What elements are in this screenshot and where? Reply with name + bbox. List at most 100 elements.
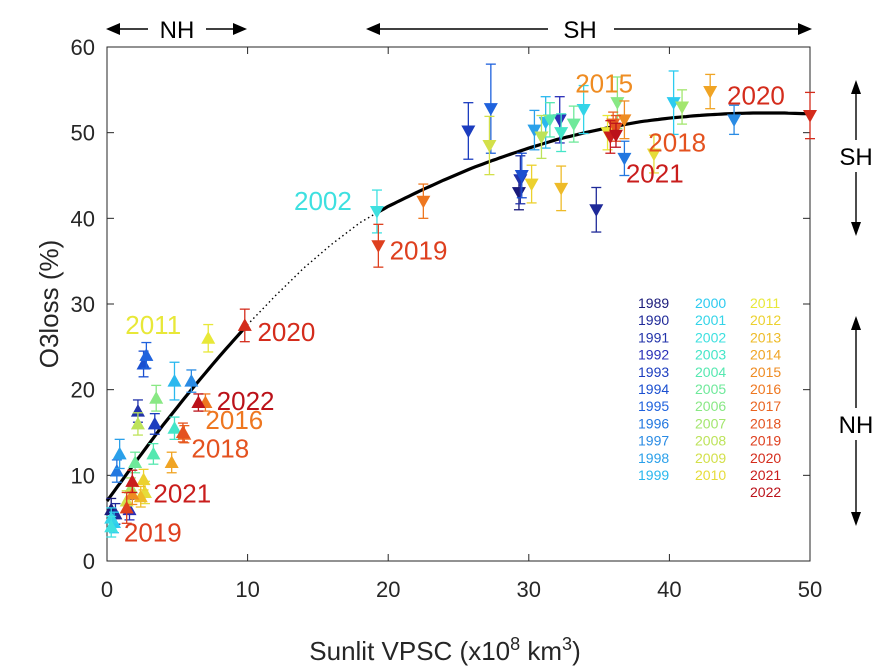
- marker: [483, 103, 498, 116]
- sh-point-2022: [608, 122, 623, 148]
- legend-entry-1998: 1998: [638, 450, 669, 466]
- legend-entry-2006: 2006: [695, 398, 726, 414]
- marker: [646, 148, 661, 162]
- legend-entry-2019: 2019: [750, 433, 781, 449]
- marker: [109, 463, 124, 477]
- sh-point-2005: [566, 105, 581, 143]
- marker: [369, 205, 384, 219]
- sh-point-1997: [727, 104, 742, 136]
- sh-point-1990: [589, 186, 604, 233]
- annotation-2019: 2019: [124, 517, 182, 547]
- marker: [139, 348, 154, 361]
- legend-entry-2017: 2017: [750, 398, 781, 414]
- marker: [191, 395, 206, 409]
- sh-top-label: SH: [563, 17, 596, 44]
- legend-entry-1990: 1990: [638, 312, 669, 328]
- marker: [576, 104, 591, 117]
- y-tick-label: 60: [71, 35, 95, 60]
- nh-point-2014: [164, 451, 179, 474]
- legend-entry-2015: 2015: [750, 364, 781, 380]
- legend-entry-2012: 2012: [750, 312, 781, 328]
- nh-right-arrow: NH: [830, 316, 880, 526]
- marker: [566, 118, 581, 132]
- legend-entry-2013: 2013: [750, 329, 781, 345]
- marker: [147, 416, 162, 430]
- sh-point-2001: [576, 84, 591, 135]
- marker: [617, 152, 632, 166]
- legend-entry-2009: 2009: [695, 450, 726, 466]
- legend-entry-1997: 1997: [638, 433, 669, 449]
- annotation-2002: 2002: [294, 186, 352, 216]
- sh-point-2013: [554, 165, 569, 212]
- nh-point-2003: [167, 416, 182, 441]
- legend-entry-2008: 2008: [695, 433, 726, 449]
- legend-entry-2020: 2020: [750, 450, 781, 466]
- nh-point-2006: [149, 384, 164, 412]
- marker: [461, 125, 476, 139]
- nh-point-2022: [191, 393, 206, 412]
- marker: [149, 391, 164, 404]
- nh-point-2011: [201, 323, 216, 353]
- marker: [589, 204, 604, 217]
- sh-top-arrow: SH: [366, 14, 812, 44]
- marker: [146, 446, 161, 460]
- sh-point-2004: [542, 102, 557, 138]
- legend-entry-2005: 2005: [695, 381, 726, 397]
- legend-entry-2018: 2018: [750, 415, 781, 431]
- legend-entry-1993: 1993: [638, 364, 669, 380]
- marker: [514, 170, 529, 183]
- nh-point-1998: [112, 438, 127, 470]
- marker: [416, 195, 431, 209]
- legend-entry-2010: 2010: [695, 467, 726, 483]
- sh-point-2007: [675, 89, 690, 125]
- sh-point-2015: [617, 100, 632, 140]
- marker: [237, 318, 252, 331]
- nh-point-1999: [167, 361, 182, 401]
- marker: [125, 487, 140, 500]
- sh-point-2016: [416, 183, 431, 219]
- legend-entry-1991: 1991: [638, 329, 669, 345]
- legend-entry-1992: 1992: [638, 347, 669, 363]
- legend-entry-1996: 1996: [638, 415, 669, 431]
- sh-point-2020: [802, 91, 818, 140]
- marker: [371, 240, 386, 253]
- legend-entry-2011: 2011: [750, 295, 780, 311]
- marker: [554, 127, 569, 140]
- nh-point-2020: [237, 308, 252, 343]
- marker: [554, 182, 569, 196]
- marker: [104, 519, 119, 533]
- legend-entry-2004: 2004: [695, 364, 726, 380]
- marker: [727, 114, 742, 127]
- marker: [534, 131, 549, 145]
- legend-entry-2003: 2003: [695, 347, 726, 363]
- nh-point-2004: [146, 442, 161, 465]
- nh-top-arrow: NH: [106, 14, 247, 44]
- marker: [482, 140, 497, 153]
- annotation-2018: 2018: [191, 433, 249, 463]
- marker: [184, 373, 199, 387]
- x-tick-label: 10: [235, 577, 259, 602]
- legend-entry-2016: 2016: [750, 381, 781, 397]
- sh-point-2003: [554, 113, 569, 153]
- marker: [128, 455, 143, 468]
- marker: [524, 178, 539, 192]
- marker: [802, 110, 818, 123]
- x-tick-label: 40: [657, 577, 681, 602]
- marker: [703, 86, 718, 99]
- marker: [201, 331, 216, 344]
- marker: [136, 472, 151, 486]
- legend-entry-1989: 1989: [638, 295, 669, 311]
- nh-point-2021: [125, 469, 140, 494]
- nh-point-1995: [139, 341, 154, 369]
- marker: [125, 474, 140, 487]
- annotation-2018: 2018: [648, 128, 706, 158]
- sh-point-2012: [524, 164, 539, 204]
- y-tick-label: 40: [71, 206, 95, 231]
- nh-point-1993: [147, 413, 162, 435]
- nh-top-label: NH: [160, 17, 195, 44]
- legend-entry-2002: 2002: [695, 329, 726, 345]
- annotation-2021: 2021: [153, 479, 211, 509]
- x-tick-label: 20: [376, 577, 400, 602]
